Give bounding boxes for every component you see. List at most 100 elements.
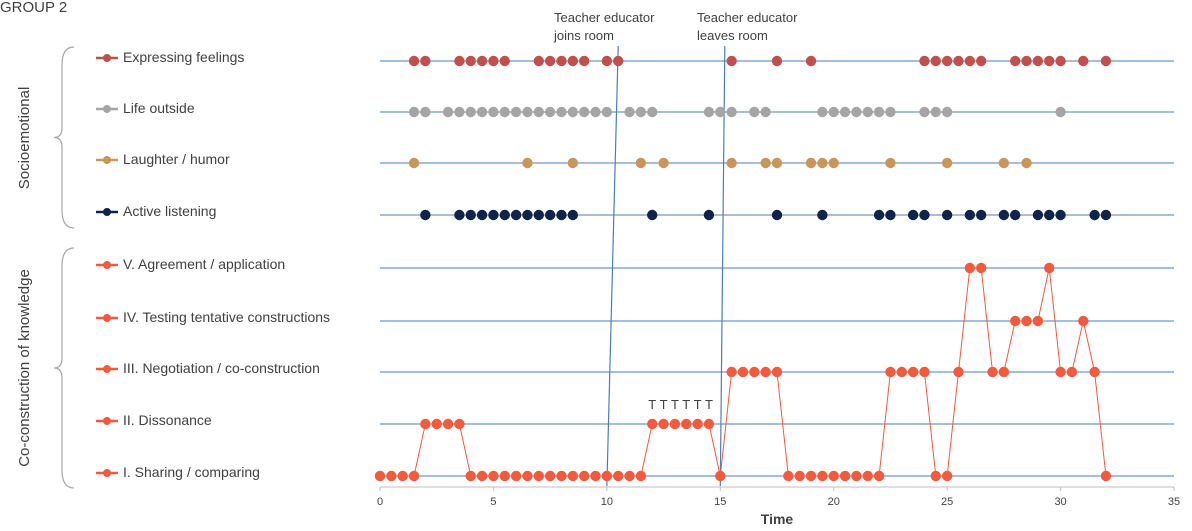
point-laughter-humor-1 bbox=[522, 157, 533, 169]
point-co-construction-24 bbox=[647, 418, 658, 430]
point-co-construction-1 bbox=[386, 470, 397, 482]
point-active-listening-28 bbox=[1089, 209, 1100, 221]
t-mark-5: T bbox=[705, 397, 713, 412]
point-life-outside-12 bbox=[556, 106, 567, 118]
point-co-construction-44 bbox=[873, 470, 885, 482]
point-active-listening-24 bbox=[1010, 209, 1021, 221]
point-life-outside-2 bbox=[442, 106, 454, 118]
point-co-construction-27 bbox=[681, 418, 692, 430]
point-co-construction-11 bbox=[499, 470, 510, 482]
group-label-co-construction: Co-construction of knowledge bbox=[16, 269, 33, 467]
point-co-construction-38 bbox=[805, 470, 817, 482]
point-laughter-humor-8 bbox=[805, 157, 817, 169]
point-life-outside-0 bbox=[408, 106, 420, 118]
point-expressing-feelings-12 bbox=[601, 55, 613, 67]
point-laughter-humor-12 bbox=[941, 157, 953, 169]
point-life-outside-15 bbox=[590, 106, 601, 118]
point-active-listening-19 bbox=[919, 209, 930, 221]
point-co-construction-48 bbox=[919, 366, 930, 378]
t-mark-2: T bbox=[671, 397, 679, 412]
point-expressing-feelings-27 bbox=[1055, 55, 1066, 67]
point-co-construction-22 bbox=[624, 470, 635, 482]
point-expressing-feelings-11 bbox=[578, 55, 590, 67]
point-life-outside-17 bbox=[624, 106, 635, 118]
point-life-outside-16 bbox=[601, 106, 613, 118]
point-life-outside-27 bbox=[839, 106, 851, 118]
point-expressing-feelings-4 bbox=[476, 55, 488, 67]
legend-marker-iii-negotiation-co-construction bbox=[103, 365, 111, 373]
x-tick-label-30: 30 bbox=[1054, 496, 1066, 508]
legend-marker-i-sharing-comparing bbox=[103, 469, 111, 477]
point-expressing-feelings-1 bbox=[420, 55, 431, 67]
point-expressing-feelings-14 bbox=[726, 55, 737, 67]
point-co-construction-30 bbox=[715, 470, 726, 482]
point-laughter-humor-3 bbox=[635, 157, 647, 169]
point-life-outside-18 bbox=[635, 106, 647, 118]
point-co-construction-41 bbox=[839, 470, 851, 482]
legend-label-iv-testing-tentative-constructions: IV. Testing tentative constructions bbox=[123, 309, 330, 325]
point-co-construction-23 bbox=[635, 470, 647, 482]
point-co-construction-55 bbox=[998, 366, 1010, 378]
brace-socioemotional bbox=[53, 46, 75, 229]
point-active-listening-27 bbox=[1055, 209, 1066, 221]
point-life-outside-3 bbox=[454, 106, 465, 118]
point-co-construction-57 bbox=[1021, 315, 1032, 327]
t-mark-3: T bbox=[682, 397, 690, 412]
point-expressing-feelings-8 bbox=[544, 55, 556, 67]
series-labels: Expressing feelings Life outside Laughter … bbox=[96, 49, 330, 480]
point-laughter-humor-11 bbox=[885, 157, 896, 169]
point-active-listening-20 bbox=[941, 209, 953, 221]
x-tick-label-20: 20 bbox=[828, 496, 840, 508]
point-active-listening-2 bbox=[465, 209, 476, 221]
point-life-outside-28 bbox=[851, 106, 862, 118]
point-active-listening-16 bbox=[873, 209, 885, 221]
point-life-outside-4 bbox=[465, 106, 476, 118]
point-co-construction-12 bbox=[510, 470, 522, 482]
point-co-construction-20 bbox=[601, 470, 613, 482]
point-life-outside-29 bbox=[862, 106, 873, 118]
point-co-construction-60 bbox=[1055, 366, 1066, 378]
point-co-construction-10 bbox=[488, 470, 499, 482]
point-life-outside-21 bbox=[715, 106, 726, 118]
legend-label-active-listening: Active listening bbox=[123, 203, 216, 219]
point-active-listening-7 bbox=[522, 209, 533, 221]
point-life-outside-10 bbox=[533, 106, 544, 118]
point-life-outside-32 bbox=[919, 106, 930, 118]
point-co-construction-4 bbox=[420, 418, 431, 430]
point-laughter-humor-2 bbox=[567, 157, 579, 169]
point-co-construction-33 bbox=[749, 366, 760, 378]
point-life-outside-30 bbox=[873, 106, 885, 118]
point-co-construction-46 bbox=[896, 366, 907, 378]
point-active-listening-14 bbox=[771, 209, 783, 221]
point-co-construction-37 bbox=[794, 470, 805, 482]
x-tick-label-25: 25 bbox=[941, 496, 953, 508]
point-expressing-feelings-15 bbox=[771, 55, 783, 67]
point-co-construction-3 bbox=[408, 470, 420, 482]
point-co-construction-50 bbox=[941, 470, 953, 482]
legend-marker-active-listening bbox=[103, 208, 111, 216]
point-active-listening-17 bbox=[885, 209, 896, 221]
legend-label-i-sharing-comparing: I. Sharing / comparing bbox=[123, 464, 260, 480]
legend-marker-expressing-feelings bbox=[103, 54, 111, 62]
annotation-1-line-1: Teacher educator bbox=[554, 10, 655, 25]
point-active-listening-21 bbox=[964, 209, 976, 221]
point-expressing-feelings-28 bbox=[1078, 55, 1089, 67]
x-tick-label-5: 5 bbox=[490, 496, 496, 508]
point-co-construction-21 bbox=[613, 470, 624, 482]
point-expressing-feelings-17 bbox=[919, 55, 930, 67]
point-expressing-feelings-21 bbox=[964, 55, 976, 67]
annotation-1-line-2: joins room bbox=[553, 28, 614, 43]
point-co-construction-61 bbox=[1066, 366, 1078, 378]
point-active-listening-15 bbox=[817, 209, 828, 221]
point-life-outside-31 bbox=[885, 106, 896, 118]
legend-label-expressing-feelings: Expressing feelings bbox=[123, 49, 244, 65]
point-expressing-feelings-24 bbox=[1021, 55, 1032, 67]
point-co-construction-19 bbox=[590, 470, 601, 482]
point-co-construction-13 bbox=[522, 470, 533, 482]
point-active-listening-5 bbox=[499, 209, 510, 221]
point-expressing-feelings-10 bbox=[567, 55, 579, 67]
point-co-construction-40 bbox=[828, 470, 839, 482]
point-active-listening-4 bbox=[488, 209, 499, 221]
point-co-construction-64 bbox=[1100, 470, 1112, 482]
